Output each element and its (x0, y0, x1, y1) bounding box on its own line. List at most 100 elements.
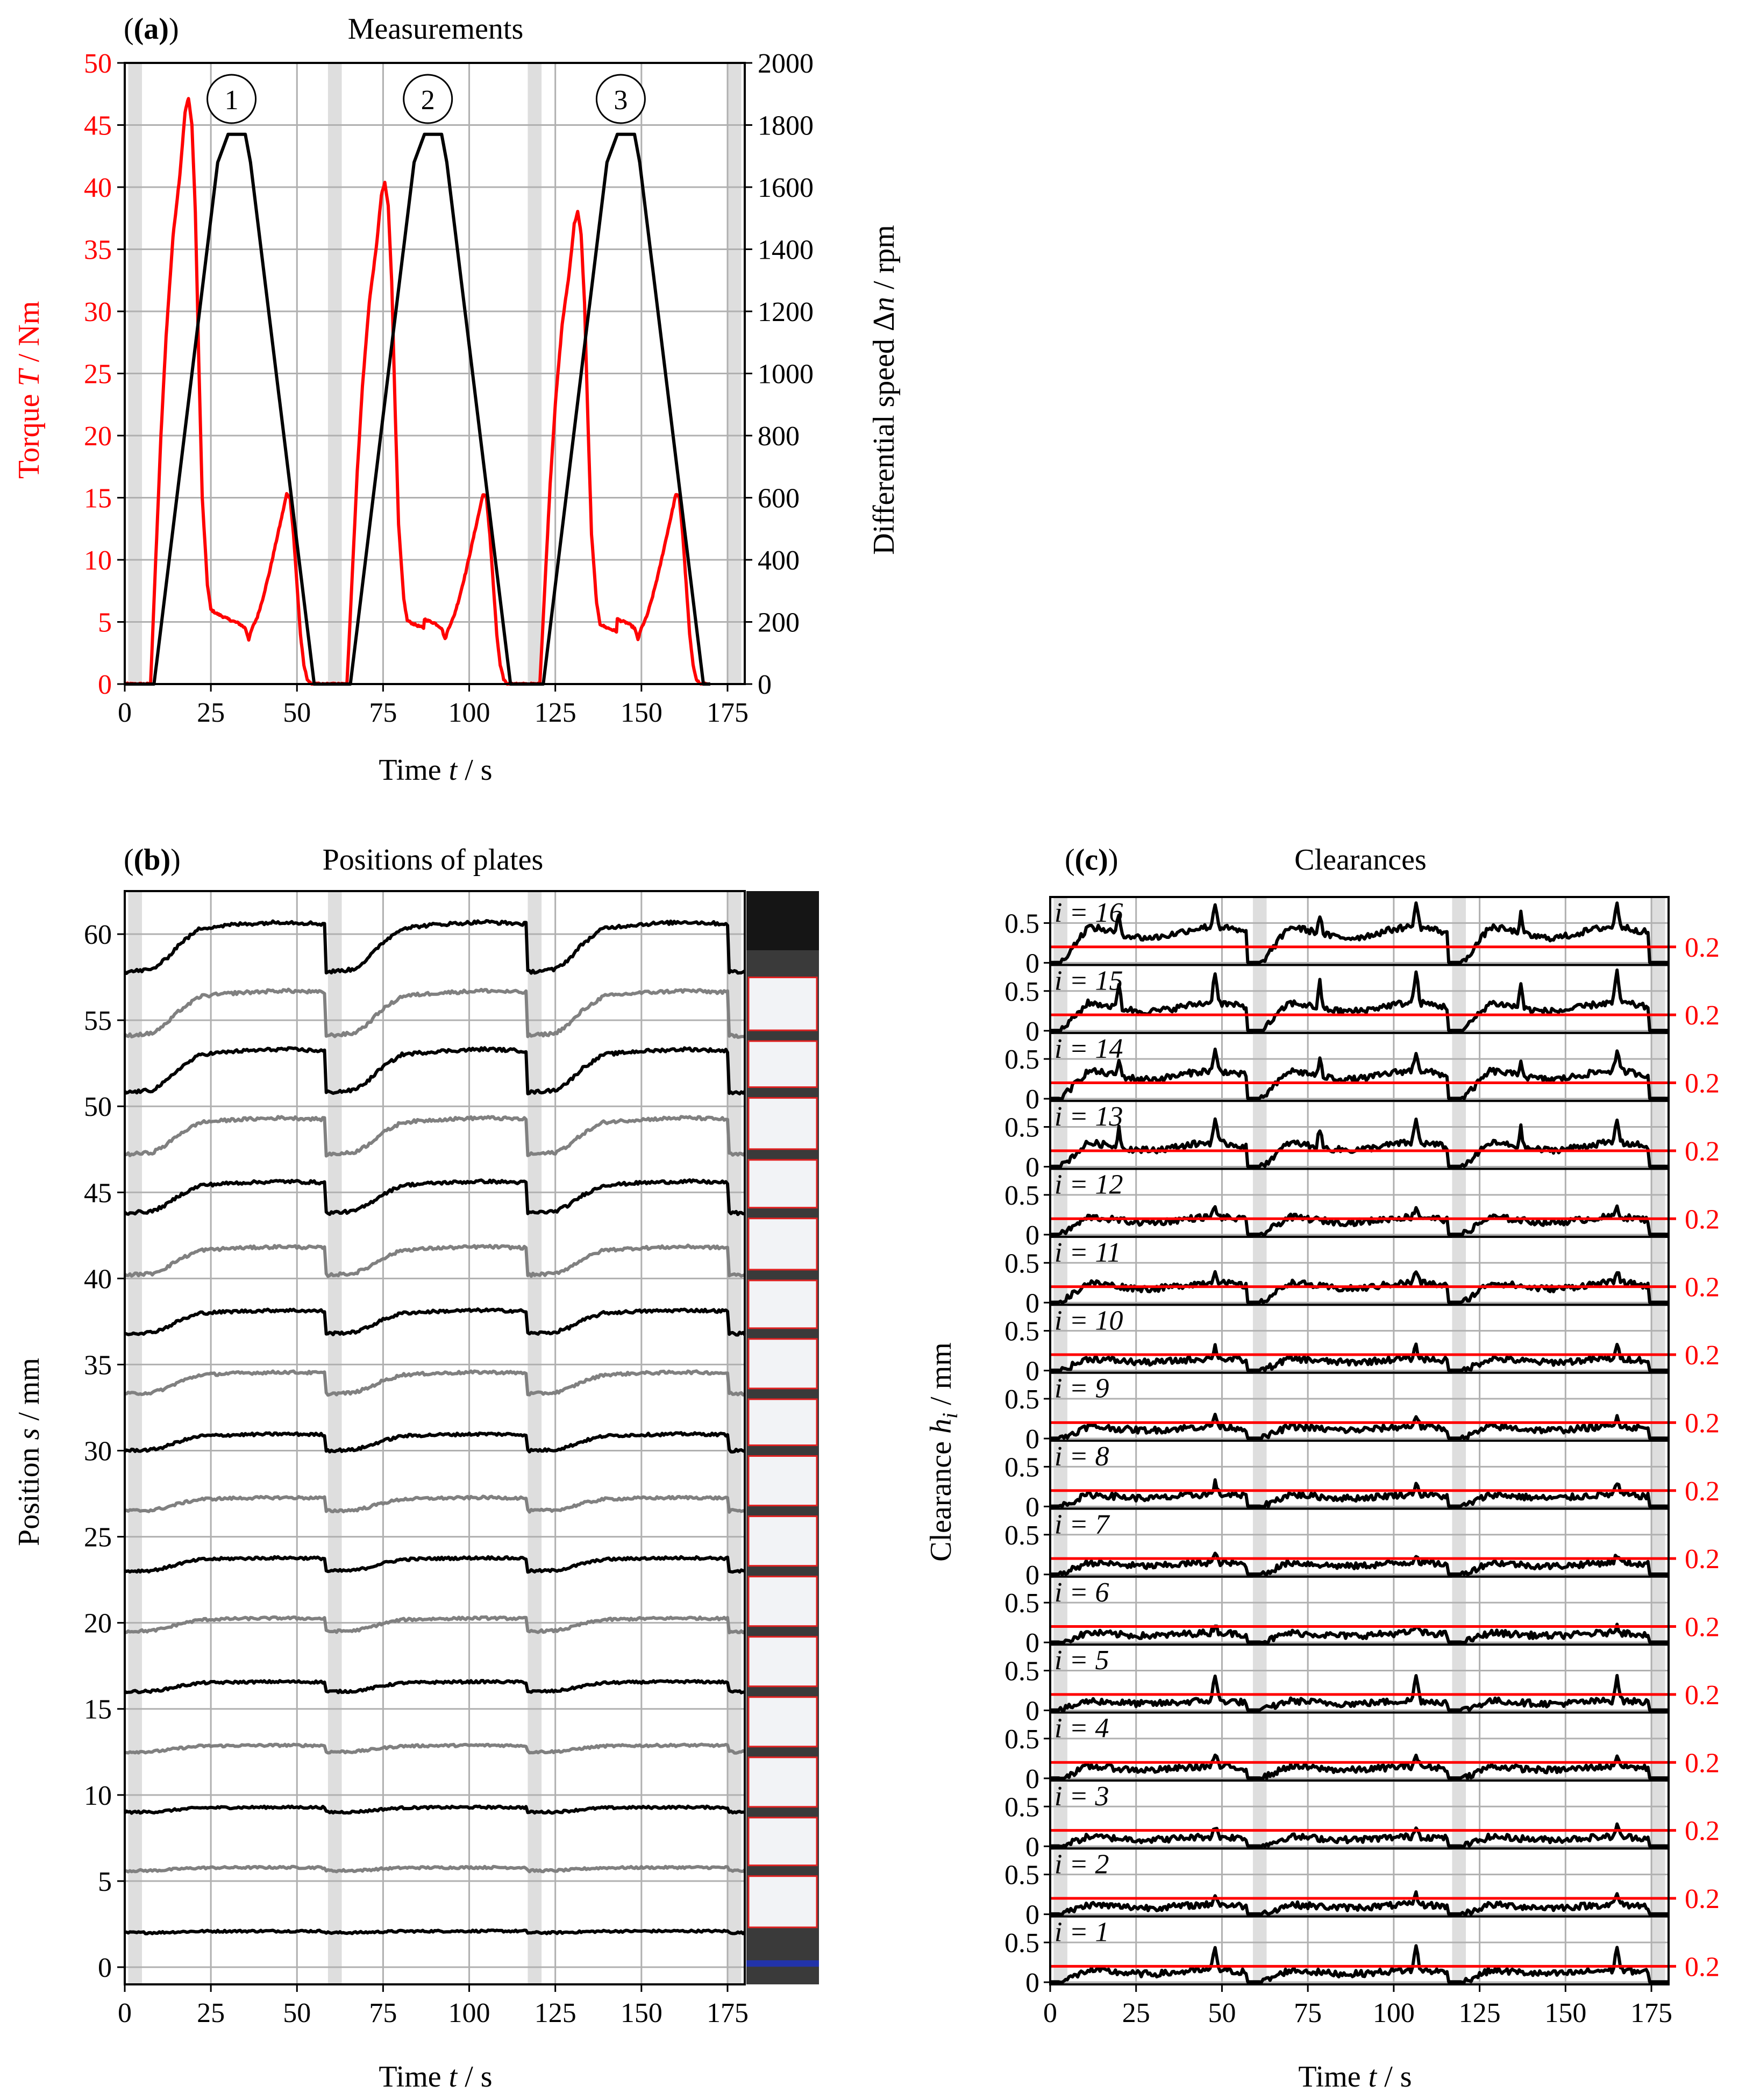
subplot-label: i = 15 (1054, 965, 1123, 996)
x-tick-label: 0 (118, 1998, 132, 2028)
panel-a-measurements: ((a)) Measurements 0 25 50 75 100 125 150 17505… (12, 12, 901, 787)
shaded-interval (1053, 1305, 1067, 1373)
photo-plate-gap (747, 1696, 818, 1748)
shaded-interval (1651, 1916, 1665, 1984)
photo-base-plate (746, 1960, 819, 1967)
subplot-frame (1049, 1031, 1670, 1102)
subplot-frame (1049, 1100, 1670, 1170)
clearance-subplot: 0.2 i = 6 0 0.5 (1004, 1575, 1720, 1658)
shaded-interval (1252, 1712, 1267, 1781)
clearance-subplot: 0.2 i = 8 0 0.5 (1004, 1440, 1720, 1522)
clearance-line (1050, 1048, 1669, 1101)
reference-label: 0.2 (1685, 1204, 1720, 1235)
shaded-interval (1252, 1033, 1267, 1101)
panel-a-xlabel: Time t / s (379, 753, 492, 787)
y-tick-label: 10 (84, 1781, 112, 1811)
reference-label: 0.2 (1685, 1884, 1720, 1914)
clearance-line (1050, 1753, 1669, 1780)
speed-line (513, 132, 711, 686)
subplot-label: i = 12 (1054, 1170, 1123, 1200)
y-tick-label: 0.5 (1004, 1180, 1039, 1211)
plate-position-line (123, 1178, 745, 1216)
y-tick-label: 0 (1025, 1628, 1039, 1658)
shaded-interval (1053, 897, 1067, 965)
speed-line (124, 132, 322, 686)
y-right-tick-label: 400 (758, 545, 800, 576)
y-tick-label: 0.5 (1004, 1384, 1039, 1415)
subplot-label: i = 1 (1054, 1917, 1109, 1948)
subplot-label: i = 6 (1054, 1577, 1109, 1608)
plate-position-line (123, 919, 746, 976)
y-right-tick-label: 200 (758, 608, 800, 638)
photo-plate-gap (747, 1455, 818, 1507)
shaded-interval (1651, 1576, 1665, 1645)
y-tick-label: 30 (84, 297, 112, 328)
plate-position-line (124, 1679, 745, 1695)
y-tick-label: 0 (1025, 1356, 1039, 1387)
y-tick-label: 0 (1025, 948, 1039, 979)
y-tick-label: 60 (84, 920, 112, 950)
y-tick-label: 0 (1025, 1764, 1039, 1795)
clearance-line (1050, 1413, 1669, 1440)
shaded-interval (1452, 897, 1466, 965)
photo-plate-gap (747, 1159, 818, 1209)
y-tick-label: 0 (1025, 1152, 1039, 1183)
reference-label: 0.2 (1685, 1952, 1720, 1982)
x-tick-label: 75 (369, 1998, 397, 2028)
subplot-label: i = 16 (1054, 898, 1123, 928)
photo-plate-gap (747, 1097, 818, 1150)
y-tick-label: 50 (84, 48, 112, 79)
panel-b-xlabel: Time t / s (379, 2060, 492, 2094)
shaded-interval (1053, 1780, 1067, 1849)
plate-position-line (124, 1369, 746, 1397)
shaded-interval (1651, 1508, 1665, 1577)
y-tick-label: 25 (84, 1522, 112, 1553)
plate-position-line (124, 1307, 746, 1337)
shaded-interval (1452, 1780, 1466, 1849)
y-right-tick-label: 800 (758, 421, 800, 452)
panel-c-label: ((c)) (1065, 843, 1118, 877)
reference-label: 0.2 (1685, 1476, 1720, 1507)
x-tick-label: 100 (448, 697, 490, 728)
panel-b-ylabel: Position s / mm (12, 1358, 46, 1546)
photo-top (746, 891, 819, 950)
shaded-interval (1452, 1712, 1466, 1781)
clearance-line (1050, 1944, 1669, 1984)
y-tick-label: 45 (84, 1178, 112, 1208)
y-tick-label: 0.5 (1004, 1588, 1039, 1619)
subplot-label: i = 7 (1054, 1509, 1110, 1540)
y-tick-label: 0.5 (1004, 1248, 1039, 1279)
subplot-label: i = 13 (1054, 1101, 1123, 1132)
photo-plate-gap (747, 1817, 818, 1867)
plate-position-line (124, 1615, 746, 1634)
clearance-subplot: 0.2 i = 15 0 0.5 (1004, 964, 1720, 1047)
shaded-interval (1452, 1305, 1466, 1373)
panel-c-title: Clearances (1294, 843, 1427, 877)
shaded-interval (1053, 1508, 1067, 1577)
y-tick-label: 0.5 (1004, 1724, 1039, 1755)
shaded-interval (1252, 1305, 1267, 1373)
y-tick-label: 0 (1025, 1560, 1039, 1591)
reference-label: 0.2 (1685, 1000, 1720, 1031)
torque-line (124, 97, 322, 686)
shaded-interval (1053, 1916, 1067, 1984)
reference-label: 0.2 (1685, 1069, 1720, 1099)
photo-plate-gap (747, 1040, 818, 1088)
y-tick-label: 10 (84, 545, 112, 576)
x-tick-label: 175 (1630, 1998, 1672, 2028)
shaded-interval (1452, 1848, 1466, 1917)
clearance-line (1050, 1342, 1669, 1372)
shaded-interval (1452, 1576, 1466, 1645)
clearance-line (1050, 1822, 1669, 1848)
subplot-label: i = 2 (1054, 1849, 1109, 1880)
shaded-interval (1053, 1372, 1067, 1441)
plate-position-line (124, 1494, 745, 1514)
y-tick-label: 40 (84, 1264, 112, 1294)
clearance-subplot: 0.2 i = 10 0 0.5 (1004, 1304, 1720, 1387)
subplot-label: i = 11 (1054, 1237, 1121, 1268)
y-tick-label: 5 (98, 608, 112, 638)
shaded-interval (1452, 1372, 1466, 1441)
shaded-interval (1651, 1101, 1665, 1169)
subplot-frame (1049, 1235, 1670, 1306)
clearance-line (1050, 1478, 1669, 1508)
